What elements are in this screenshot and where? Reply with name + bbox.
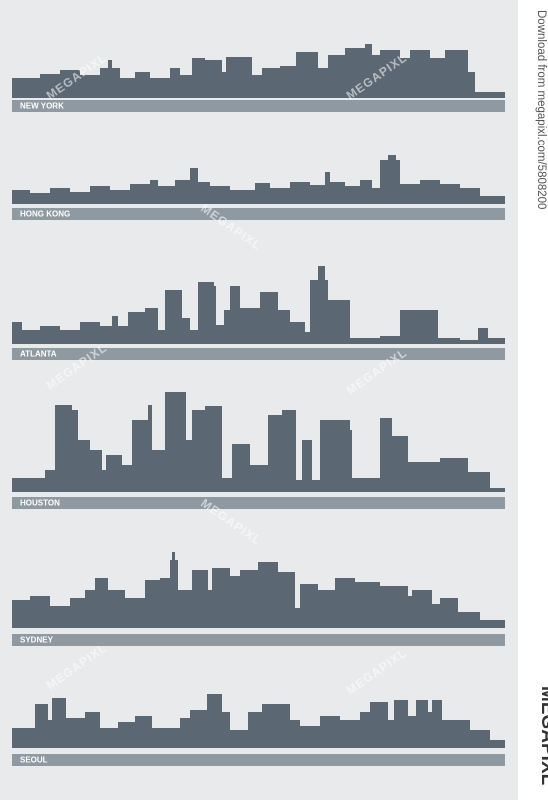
label-bar [12, 100, 505, 112]
city-label: HOUSTON [20, 499, 60, 508]
city-label: SYDNEY [20, 636, 54, 645]
label-bar [12, 208, 505, 220]
skyline [12, 552, 505, 628]
city-label: NEW YORK [20, 102, 64, 111]
city-label: ATLANTA [20, 350, 57, 359]
city-label: HONG KONG [20, 210, 70, 219]
skyline [12, 155, 505, 204]
background [0, 0, 518, 800]
label-bar [12, 497, 505, 509]
skyline [12, 392, 505, 492]
sidebar [518, 0, 548, 800]
skyline [12, 694, 505, 748]
label-bar [12, 348, 505, 360]
label-bar [12, 754, 505, 766]
skyline [12, 44, 505, 96]
download-text: Download from megapixl.com/5808200 [535, 10, 547, 209]
skyline [12, 266, 505, 344]
ground-line [12, 96, 505, 98]
logo: MEGAPIXL [537, 686, 548, 786]
city-label: SEOUL [20, 756, 48, 765]
label-bar [12, 634, 505, 646]
